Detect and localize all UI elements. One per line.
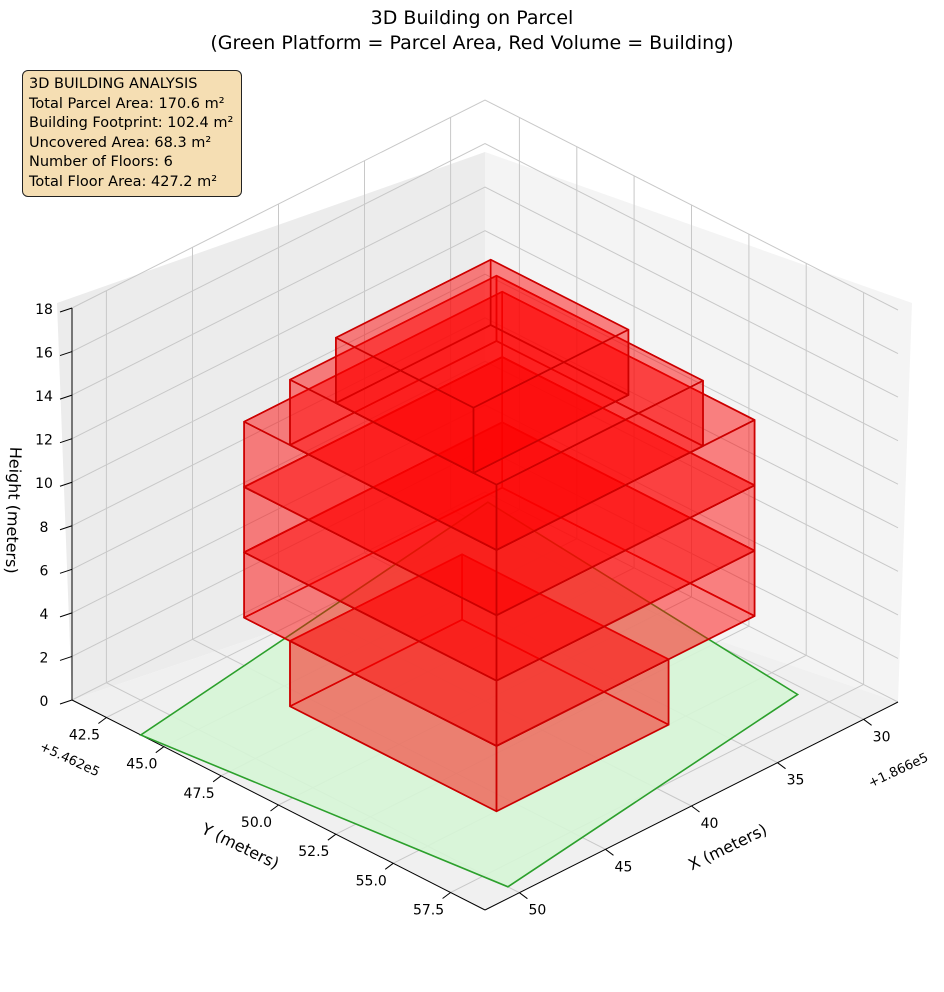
grid-line-z <box>71 317 899 529</box>
z-tick-label: 18 <box>35 302 53 318</box>
x-tick <box>605 848 614 856</box>
parcel-layer <box>139 501 800 888</box>
x-tick <box>519 892 528 900</box>
y-tick-label: 57.5 <box>413 903 444 919</box>
grid-line-z <box>71 143 899 355</box>
chart-subtitle: (Green Platform = Parcel Area, Red Volum… <box>210 32 734 54</box>
z-tick <box>59 351 73 357</box>
grid-line-z <box>71 360 899 572</box>
floor-5 <box>289 274 704 551</box>
grid-line-z <box>71 99 899 311</box>
y-tick <box>270 804 279 812</box>
floor-3 <box>243 356 756 682</box>
z-tick-label: 0 <box>40 694 49 710</box>
z-tick <box>59 394 73 400</box>
floor-face <box>335 258 630 409</box>
floor-6 <box>335 258 630 474</box>
grid-line-z <box>71 230 899 442</box>
z-tick <box>59 612 73 618</box>
x-tick-label: 45 <box>615 859 633 875</box>
y-tick <box>212 775 222 783</box>
x-offset-label: +1.866e5 <box>866 750 931 791</box>
x-tick-label: 35 <box>787 773 805 789</box>
x-tick <box>863 718 872 726</box>
y-tick <box>155 746 165 754</box>
z-tick <box>59 481 73 487</box>
z-tick-label: 6 <box>40 563 49 579</box>
info-building-footprint: Building Footprint: 102.4 m² <box>29 115 234 131</box>
x-tick <box>777 762 786 770</box>
chart-title: 3D Building on Parcel <box>370 7 574 29</box>
z-tick-label: 16 <box>35 346 53 362</box>
y-tick <box>98 717 107 724</box>
z-axis-label: Height (meters) <box>2 446 25 574</box>
floor-4 <box>243 290 756 617</box>
x-tick-label: 50 <box>529 903 547 919</box>
grid-line-z <box>71 404 899 616</box>
z-tick-label: 14 <box>35 389 53 405</box>
parcel-platform <box>139 501 800 888</box>
info-parcel-area: Total Parcel Area: 170.6 m² <box>29 95 225 112</box>
y-tick <box>384 862 394 870</box>
x-axis-label: X (meters) <box>685 820 770 874</box>
z-tick-label: 4 <box>40 607 49 623</box>
y-tick <box>442 892 451 899</box>
grid-line-z <box>71 273 899 485</box>
y-tick-label: 52.5 <box>298 844 329 860</box>
building-layer <box>243 258 756 813</box>
info-total-floor-area: Total Floor Area: 427.2 m² <box>29 173 218 190</box>
x-tick-label: 40 <box>701 816 719 832</box>
grid-line-z <box>71 186 899 398</box>
y-tick <box>327 833 337 841</box>
z-tick-label: 12 <box>35 433 53 449</box>
z-tick <box>59 525 73 531</box>
y-tick-label: 42.5 <box>69 728 100 744</box>
z-tick <box>59 438 73 444</box>
info-number-of-floors: Number of Floors: 6 <box>29 154 173 170</box>
x-tick-label: 30 <box>873 729 891 745</box>
info-uncovered-area: Uncovered Area: 68.3 m² <box>29 134 212 151</box>
y-tick-label: 47.5 <box>184 786 215 802</box>
z-tick-label: 10 <box>35 476 53 492</box>
z-tick <box>59 655 73 661</box>
x-tick <box>691 805 700 813</box>
y-tick-label: 50.0 <box>241 815 272 831</box>
z-tick-label: 2 <box>40 650 49 666</box>
back-pane-right <box>485 152 912 702</box>
y-tick-label: 55.0 <box>356 873 387 889</box>
y-offset-label: +5.462e5 <box>37 739 102 780</box>
z-tick <box>59 568 73 574</box>
y-tick-label: 45.0 <box>126 757 157 773</box>
grid-line-z <box>71 447 899 659</box>
z-tick-label: 8 <box>40 520 49 536</box>
floor-2 <box>243 421 756 747</box>
analysis-info-box: 3D BUILDING ANALYSIS Total Parcel Area: … <box>22 70 242 197</box>
floor-face <box>289 274 704 486</box>
floor-1 <box>289 553 670 813</box>
z-tick <box>59 699 73 705</box>
info-heading: 3D BUILDING ANALYSIS <box>29 76 198 92</box>
z-tick <box>59 307 73 313</box>
grid-line-z <box>71 491 899 703</box>
